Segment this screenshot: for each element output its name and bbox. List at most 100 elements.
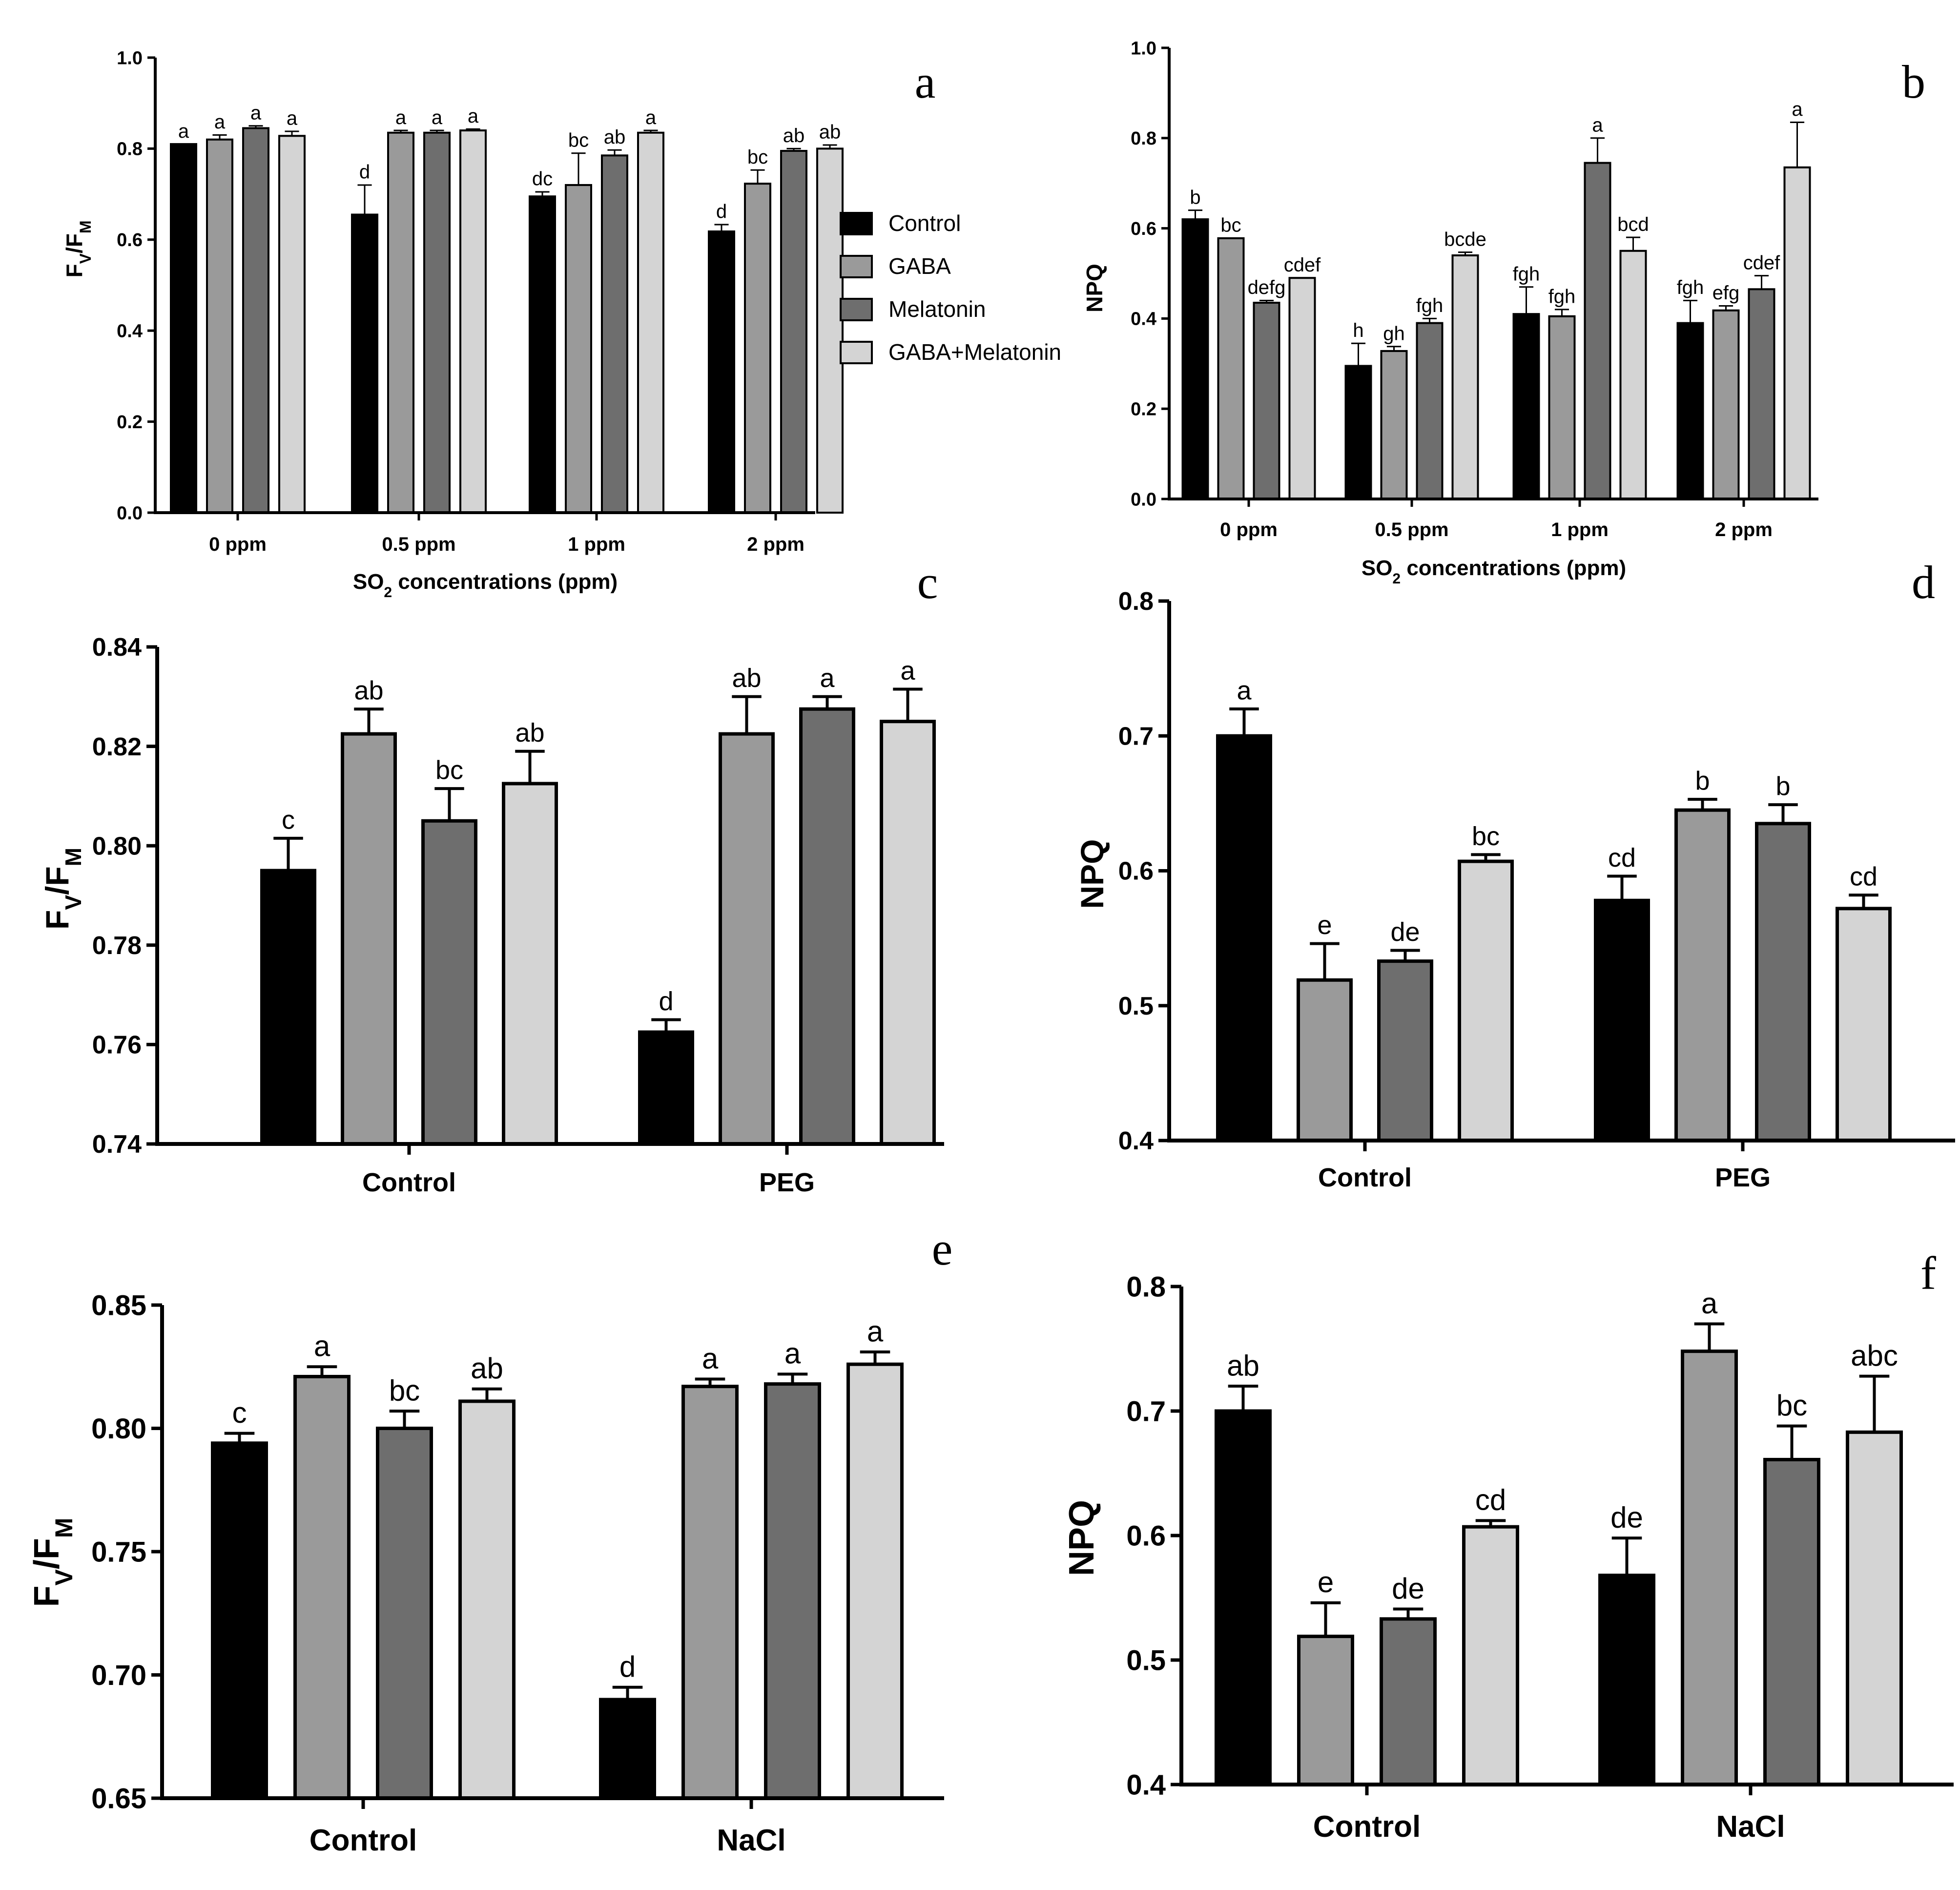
significance-label: a: [250, 103, 262, 124]
significance-label: bcde: [1444, 228, 1486, 250]
significance-label: a: [1237, 676, 1252, 705]
significance-label: a: [287, 108, 298, 129]
significance-label: fgh: [1416, 295, 1444, 316]
bar-b-control-2: [1512, 313, 1540, 500]
bar-a-gaba-melatonin-3: [816, 147, 844, 514]
significance-label: defg: [1248, 277, 1286, 298]
bar-d-gaba-melatonin-1: [1836, 907, 1892, 1142]
y-tick-label: 0.78: [92, 932, 142, 960]
x-tick-label: Control: [309, 1824, 417, 1857]
bar-a-control-0: [170, 143, 197, 514]
bar-d-gaba-1: [1674, 808, 1731, 1142]
bar-b-gaba-melatonin-3: [1783, 166, 1811, 500]
x-tick-label: Control: [1313, 1810, 1421, 1844]
significance-label: de: [1392, 1572, 1424, 1605]
bar-e-gaba-1: [681, 1385, 739, 1800]
significance-label: bcd: [1617, 214, 1649, 235]
y-tick-label: 0.75: [91, 1536, 146, 1568]
bar-c-gaba-1: [719, 732, 775, 1146]
bar-f-gaba-0: [1297, 1635, 1354, 1786]
significance-label: fgh: [1548, 286, 1576, 308]
y-tick-label: 0.4: [1118, 1127, 1154, 1155]
y-tick-label: 0.7: [1118, 722, 1154, 750]
significance-label: a: [1792, 99, 1803, 120]
panel-f: ab de e a de bc cd abc 0.4 0.5 0.6 0.7 0.8 Control NaC…: [1062, 1247, 1954, 1844]
bar-f-control-0: [1215, 1409, 1272, 1786]
significance-label: a: [1701, 1287, 1718, 1320]
x-tick-label: PEG: [759, 1168, 815, 1197]
x-tick-label: 2 ppm: [1715, 519, 1773, 540]
significance-label: bc: [389, 1374, 420, 1407]
panel-d: a cd e b de b bc cd 0.4 0.5 0.6 0.7 0.8 Control PEG NPQ…: [1074, 556, 1955, 1192]
y-tick-label: 0.2: [117, 412, 143, 433]
significance-label: gh: [1383, 323, 1405, 344]
significance-label: a: [645, 107, 657, 128]
significance-label: efg: [1712, 282, 1740, 304]
bar-b-gaba-1: [1380, 350, 1408, 500]
x-tick-label: Control: [1318, 1163, 1412, 1192]
bar-a-melatonin-1: [423, 131, 451, 514]
significance-label: a: [178, 121, 189, 142]
significance-label: c: [282, 805, 295, 834]
significance-label: bc: [1220, 215, 1241, 236]
significance-label: ab: [515, 718, 544, 748]
y-tick-label: 1.0: [1131, 38, 1156, 59]
y-tick-label: 0.7: [1126, 1395, 1166, 1427]
bar-c-melatonin-1: [799, 707, 855, 1146]
bar-b-melatonin-2: [1584, 162, 1611, 500]
x-axis-title: SO2 concentrations (ppm): [353, 570, 618, 601]
y-axis-title: FV/FM: [27, 1518, 78, 1607]
y-tick-label: 0.74: [92, 1130, 142, 1159]
x-tick-label: 0 ppm: [209, 534, 267, 555]
panel-letter: f: [1920, 1247, 1936, 1299]
significance-label: a: [314, 1330, 330, 1363]
bar-a-gaba-2: [565, 184, 592, 514]
y-tick-label: 0.8: [1126, 1271, 1166, 1303]
significance-label: dc: [532, 168, 553, 190]
significance-label: cd: [1608, 843, 1636, 872]
significance-label: h: [1353, 320, 1363, 341]
bar-c-gaba-0: [341, 732, 397, 1146]
bar-d-melatonin-0: [1377, 959, 1433, 1142]
bar-a-control-1: [351, 213, 378, 514]
bar-b-gaba-3: [1712, 309, 1740, 500]
significance-label: b: [1190, 187, 1200, 208]
x-tick-label: 0.5 ppm: [382, 534, 455, 555]
y-axis-title: NPQ: [1062, 1500, 1101, 1576]
x-axis-title: SO2 concentrations (ppm): [1362, 556, 1626, 587]
significance-label: a: [214, 111, 226, 133]
y-tick-label: 0.0: [117, 503, 143, 523]
x-tick-label: 0.5 ppm: [1375, 519, 1448, 540]
significance-label: a: [784, 1337, 801, 1370]
significance-label: de: [1390, 917, 1420, 947]
bar-a-melatonin-0: [242, 127, 269, 514]
x-tick-label: PEG: [1715, 1163, 1771, 1192]
significance-label: bc: [1776, 1389, 1807, 1422]
bar-a-melatonin-2: [601, 154, 628, 514]
bar-c-melatonin-0: [421, 819, 477, 1146]
panel-letter: e: [932, 1223, 953, 1275]
significance-label: ab: [354, 676, 383, 706]
y-tick-label: 0.4: [117, 321, 143, 342]
significance-label: a: [900, 656, 915, 685]
bar-b-gaba-2: [1548, 315, 1576, 500]
bar-a-gaba-1: [387, 131, 414, 514]
y-tick-label: 0.85: [91, 1289, 146, 1321]
bar-e-gaba-0: [293, 1374, 351, 1800]
significance-label: cd: [1850, 862, 1877, 892]
panel-letter: d: [1912, 556, 1935, 608]
significance-label: cd: [1475, 1484, 1506, 1516]
significance-label: ab: [783, 125, 805, 146]
significance-label: cdef: [1284, 254, 1321, 276]
significance-label: cdef: [1743, 252, 1780, 273]
x-tick-label: 1 ppm: [1551, 519, 1609, 540]
y-tick-label: 0.5: [1118, 992, 1154, 1020]
y-tick-label: 0.6: [1126, 1520, 1166, 1552]
significance-label: ab: [604, 126, 626, 148]
significance-label: a: [395, 107, 407, 128]
bar-a-melatonin-3: [780, 150, 807, 514]
legend-label: GABA+Melatonin: [888, 339, 1061, 365]
panel-c: c d ab ab bc a ab a 0.74 0.76 0.78 0.80 0.82 0.84 Cont…: [39, 556, 944, 1197]
y-tick-label: 0.82: [92, 733, 142, 761]
